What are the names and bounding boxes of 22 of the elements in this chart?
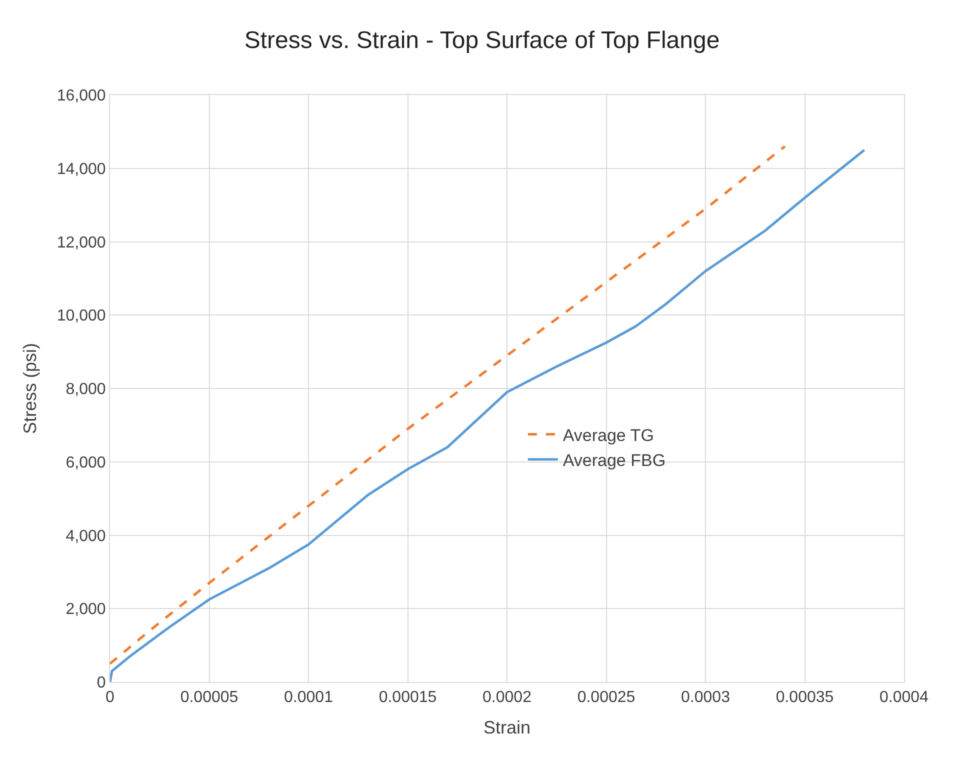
y-tick-label: 14,000	[56, 160, 106, 178]
y-tick-label: 16,000	[56, 88, 106, 105]
legend-label: Average TG	[562, 426, 654, 445]
y-tick-label: 12,000	[56, 234, 106, 252]
x-tick-label: 0.00025	[577, 689, 636, 706]
x-tick-label: 0.0004	[880, 689, 929, 706]
y-tick-label: 6,000	[66, 454, 106, 472]
x-axis-title: Strain	[483, 717, 531, 738]
x-tick-label: 0.00005	[180, 689, 238, 706]
y-axis-title: Stress (psi)	[20, 342, 40, 434]
y-tick-label: 10,000	[56, 308, 106, 325]
y-tick-label: 4,000	[66, 528, 106, 545]
x-tick-label: 0.0001	[284, 689, 334, 706]
y-tick-label: 0	[96, 674, 106, 692]
x-tick-label: 0.00015	[378, 689, 437, 706]
x-tick-label: 0.0003	[681, 689, 730, 706]
x-tick-label: 0.00035	[776, 689, 834, 706]
y-tick-label: 8,000	[66, 381, 106, 398]
chart-title: Stress vs. Strain - Top Surface of Top Flange	[244, 26, 720, 54]
legend-label: Average FBG	[562, 450, 666, 470]
x-tick-label: 0.0002	[482, 689, 532, 706]
y-tick-label: 2,000	[66, 601, 106, 618]
